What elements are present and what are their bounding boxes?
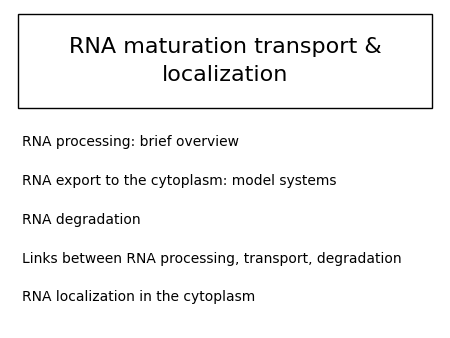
Text: RNA localization in the cytoplasm: RNA localization in the cytoplasm: [22, 290, 256, 305]
Text: RNA processing: brief overview: RNA processing: brief overview: [22, 135, 239, 149]
Text: RNA maturation transport &: RNA maturation transport &: [69, 37, 381, 57]
FancyBboxPatch shape: [18, 14, 432, 108]
Text: Links between RNA processing, transport, degradation: Links between RNA processing, transport,…: [22, 251, 402, 266]
Text: RNA degradation: RNA degradation: [22, 213, 141, 227]
Text: localization: localization: [162, 65, 288, 85]
Text: RNA export to the cytoplasm: model systems: RNA export to the cytoplasm: model syste…: [22, 174, 337, 188]
